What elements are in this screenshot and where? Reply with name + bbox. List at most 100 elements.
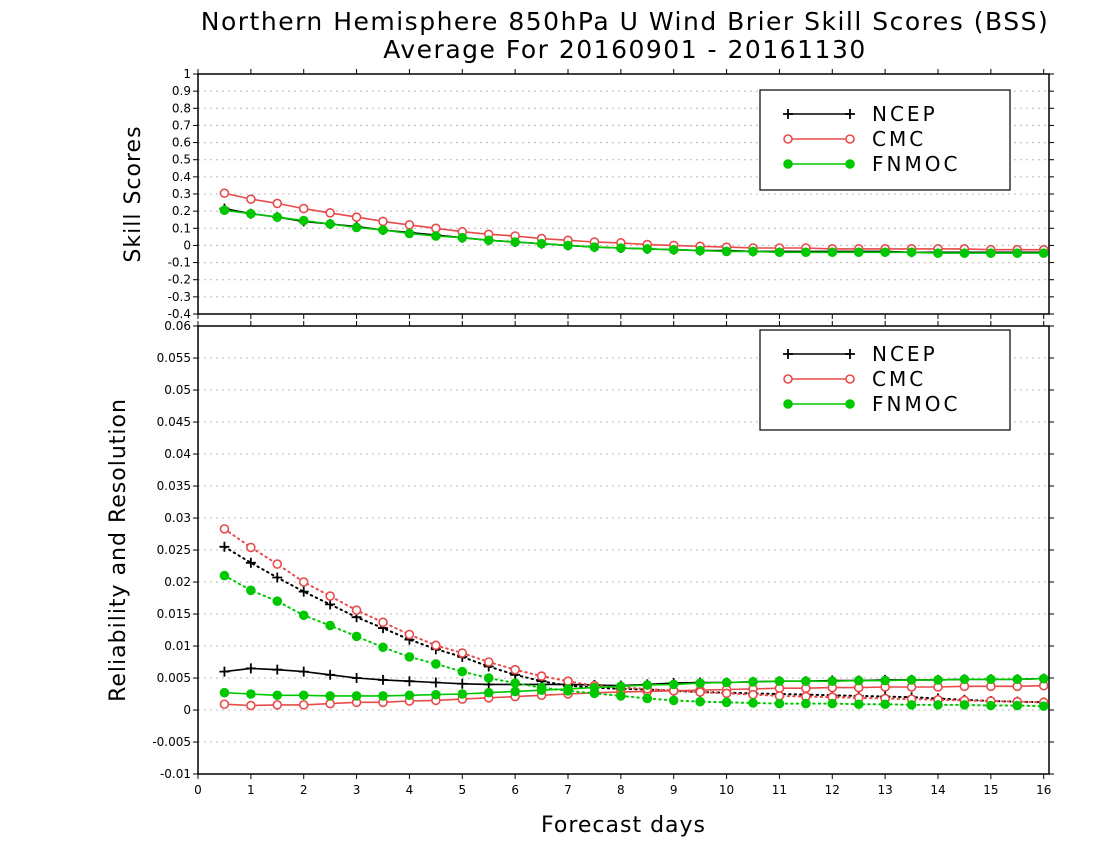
y-axis-label: Skill Scores bbox=[121, 125, 146, 262]
data-point bbox=[510, 237, 520, 247]
y-tick-label: 0.01 bbox=[164, 639, 191, 653]
data-point bbox=[748, 698, 758, 708]
legend-box bbox=[759, 89, 1011, 191]
data-point bbox=[219, 699, 230, 710]
data-point bbox=[853, 247, 864, 258]
chart-title-line-2: Average For 20160901 - 20161130 bbox=[383, 35, 867, 64]
legend-marker bbox=[783, 134, 793, 144]
data-point bbox=[431, 223, 441, 234]
series-line bbox=[223, 545, 1045, 704]
data-point bbox=[801, 698, 811, 709]
data-point bbox=[246, 194, 256, 204]
data-point bbox=[457, 666, 468, 677]
data-point bbox=[880, 699, 890, 710]
series-ncep-resolution bbox=[219, 541, 1049, 708]
y-tick-label: 0.06 bbox=[164, 319, 191, 333]
x-tick-label: 16 bbox=[1036, 783, 1051, 797]
legend-marker bbox=[845, 349, 855, 359]
data-point bbox=[457, 678, 468, 689]
legend-box bbox=[759, 329, 1011, 431]
data-point bbox=[748, 246, 758, 257]
data-point bbox=[245, 663, 256, 674]
y-tick-label: 0.035 bbox=[157, 479, 191, 493]
plot-frame bbox=[197, 325, 1050, 775]
x-tick-label: 8 bbox=[617, 783, 625, 797]
data-point bbox=[616, 681, 626, 692]
data-point bbox=[272, 212, 283, 222]
y-tick-label: 0.02 bbox=[164, 575, 191, 589]
data-point bbox=[325, 599, 336, 610]
y-tick-label: 0.04 bbox=[164, 447, 191, 461]
data-point bbox=[298, 610, 309, 621]
y-tick-label: 0.045 bbox=[157, 415, 191, 429]
data-point bbox=[853, 699, 864, 710]
legend-entry-cmc: CMC bbox=[783, 367, 923, 391]
y-tick-label: 0.5 bbox=[172, 153, 191, 167]
x-tick-label: 6 bbox=[511, 783, 519, 797]
legend-marker bbox=[845, 159, 855, 169]
series-cmc-resolution bbox=[219, 524, 1049, 708]
data-point bbox=[986, 248, 996, 258]
data-point bbox=[483, 687, 494, 698]
data-point bbox=[298, 700, 309, 710]
data-point bbox=[431, 689, 441, 700]
x-tick-label: 11 bbox=[772, 783, 787, 797]
y-tick-label: 0.4 bbox=[172, 170, 191, 184]
data-point bbox=[298, 666, 309, 677]
data-point bbox=[378, 642, 388, 653]
data-point bbox=[325, 219, 335, 229]
data-point bbox=[959, 674, 970, 685]
legend-entry-ncep: NCEP bbox=[783, 342, 935, 366]
data-point bbox=[351, 631, 362, 642]
data-point bbox=[959, 248, 970, 258]
y-tick-label: -0.3 bbox=[168, 290, 191, 304]
legend-label: CMC bbox=[872, 127, 926, 151]
y-tick-label: -0.2 bbox=[168, 273, 191, 287]
data-point bbox=[404, 676, 415, 687]
series-fnmoc bbox=[219, 205, 1049, 258]
data-point bbox=[298, 215, 309, 226]
data-point bbox=[589, 688, 600, 699]
data-point bbox=[933, 248, 943, 258]
data-point bbox=[351, 222, 362, 233]
data-point bbox=[219, 541, 230, 552]
x-tick-label: 1 bbox=[247, 783, 255, 797]
x-tick-label: 9 bbox=[670, 783, 678, 797]
data-point bbox=[642, 693, 653, 704]
data-point bbox=[616, 243, 626, 253]
data-point bbox=[563, 676, 573, 687]
data-point bbox=[695, 245, 705, 256]
data-point bbox=[378, 617, 388, 628]
legend-marker bbox=[783, 374, 793, 384]
data-point bbox=[431, 640, 441, 651]
chart-panels: 1 0.9 0.8 0.7 0.6 0.5 0.4 0.3 0.2 0.1 0 -0.1 -0.2 -0.… bbox=[106, 67, 1054, 838]
data-point bbox=[774, 691, 785, 701]
x-tick-label: 14 bbox=[930, 783, 945, 797]
y-tick-label: 0.055 bbox=[157, 351, 191, 365]
data-point bbox=[774, 676, 785, 687]
data-point bbox=[986, 700, 996, 711]
data-point bbox=[668, 244, 679, 255]
data-point bbox=[642, 244, 653, 254]
data-point bbox=[325, 669, 336, 680]
data-point bbox=[457, 648, 468, 658]
x-tick-label: 4 bbox=[406, 783, 414, 797]
data-point bbox=[827, 676, 838, 687]
legend-label: FNMOC bbox=[872, 392, 960, 416]
data-point bbox=[246, 585, 256, 596]
x-tick-label: 5 bbox=[458, 783, 466, 797]
data-point bbox=[1012, 700, 1023, 711]
data-point bbox=[1038, 248, 1049, 258]
data-point bbox=[616, 691, 626, 701]
data-point bbox=[325, 208, 335, 218]
data-point bbox=[668, 679, 679, 690]
y-tick-label: 0.025 bbox=[157, 543, 191, 557]
data-point bbox=[986, 674, 996, 685]
data-point bbox=[431, 231, 441, 241]
data-point bbox=[246, 542, 256, 553]
y-tick-label: 0.2 bbox=[172, 204, 191, 218]
data-point bbox=[827, 698, 838, 709]
data-point bbox=[1038, 701, 1049, 711]
y-tick-label: -0.01 bbox=[160, 767, 191, 781]
x-tick-label: 13 bbox=[878, 783, 893, 797]
